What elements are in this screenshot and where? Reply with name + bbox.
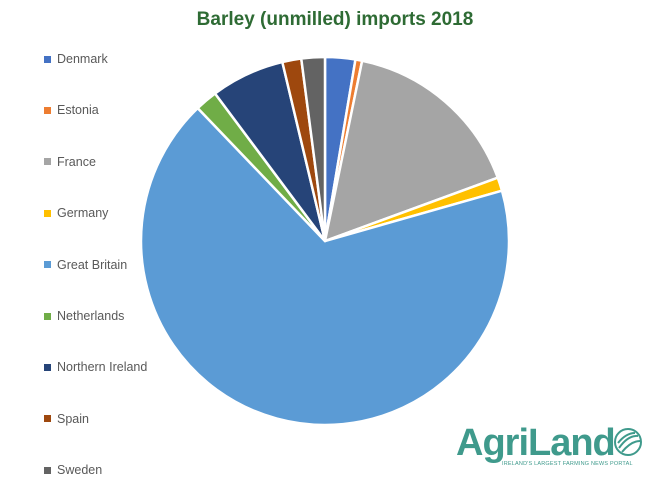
legend-item-northern-ireland: Northern Ireland	[44, 359, 147, 375]
pie-slice-great-britain	[139, 106, 511, 427]
chart-title: Barley (unmilled) imports 2018	[196, 9, 474, 30]
legend-item-france: France	[44, 154, 96, 170]
legend-swatch	[44, 415, 51, 423]
legend-swatch	[44, 106, 51, 114]
legend-item-sweden: Sweden	[44, 462, 102, 478]
legend-label: Spain	[57, 411, 89, 426]
legend-label: Sweden	[57, 463, 103, 478]
legend-item-estonia: Estonia	[44, 102, 99, 118]
logo-wordmark: AgriLand	[456, 422, 616, 464]
legend-label: Estonia	[57, 103, 99, 118]
legend-swatch	[44, 363, 51, 371]
agriland-logo: AgriLand IRELAND'S LARGEST FARMING NEWS …	[456, 423, 646, 473]
legend-swatch	[44, 209, 51, 217]
legend-item-netherlands: Netherlands	[44, 308, 124, 324]
legend-swatch	[44, 261, 51, 269]
pie-slice-sweden	[300, 55, 327, 243]
pie-slice-france	[323, 59, 500, 243]
legend-swatch	[44, 158, 51, 166]
legend-label: Germany	[57, 206, 109, 221]
wheat-icon	[614, 428, 642, 456]
legend-swatch	[44, 466, 51, 474]
legend-item-germany: Germany	[44, 205, 108, 221]
logo-tagline: IRELAND'S LARGEST FARMING NEWS PORTAL	[502, 461, 633, 467]
legend-item-great-britain: Great Britain	[44, 257, 127, 273]
legend-label: Great Britain	[57, 257, 128, 272]
legend-item-denmark: Denmark	[44, 51, 108, 67]
legend-label: Denmark	[57, 52, 108, 66]
legend-swatch	[44, 312, 51, 320]
legend-swatch	[44, 55, 51, 63]
legend-label: France	[57, 154, 96, 169]
legend-label: Netherlands	[57, 309, 125, 323]
legend-label: Northern Ireland	[57, 360, 148, 375]
legend-item-spain: Spain	[44, 411, 89, 427]
